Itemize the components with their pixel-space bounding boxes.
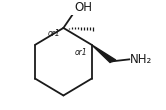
Text: OH: OH [74, 1, 92, 14]
Text: NH₂: NH₂ [130, 53, 152, 66]
Text: or1: or1 [48, 29, 61, 38]
Text: or1: or1 [75, 48, 87, 57]
Polygon shape [92, 45, 116, 62]
